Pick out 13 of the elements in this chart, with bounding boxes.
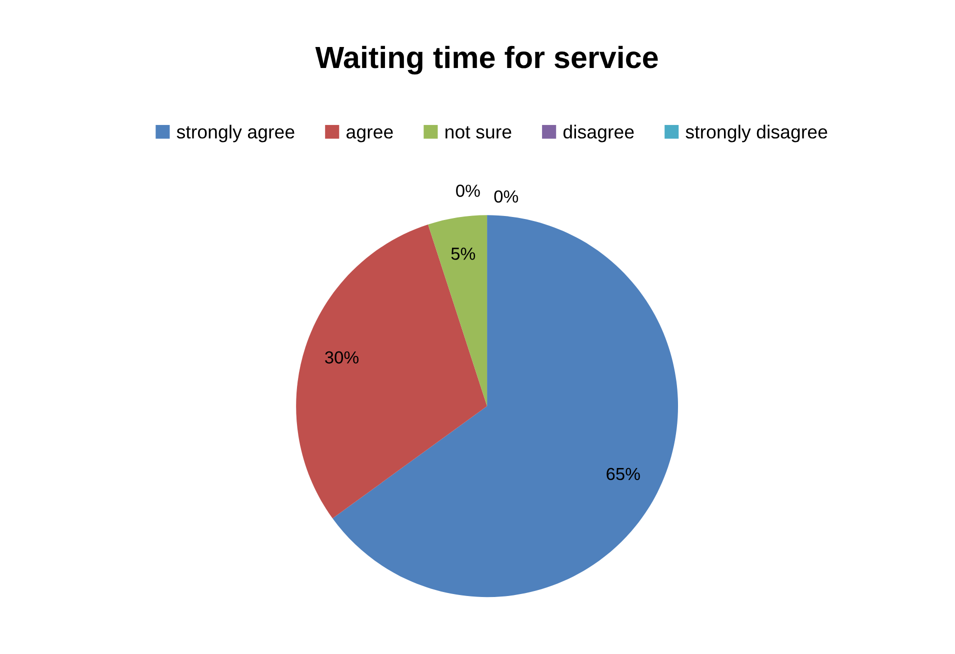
text: 0%: [456, 184, 480, 197]
data-label: 30%: [325, 351, 359, 364]
text: 0%: [494, 190, 518, 203]
legend-label: not sure: [446, 126, 512, 139]
legend-label: disagree: [563, 124, 634, 142]
legend-label: strongly disagree: [686, 124, 828, 142]
pie-slice: [428, 215, 488, 406]
chart-title: Waiting time for service: [315, 46, 658, 74]
legend-label: agree: [346, 128, 393, 142]
legend-label: strongly agree: [176, 124, 294, 142]
pie-slice: [296, 224, 488, 518]
data-label: 65%: [606, 468, 640, 480]
data-label: 5%: [451, 248, 476, 260]
